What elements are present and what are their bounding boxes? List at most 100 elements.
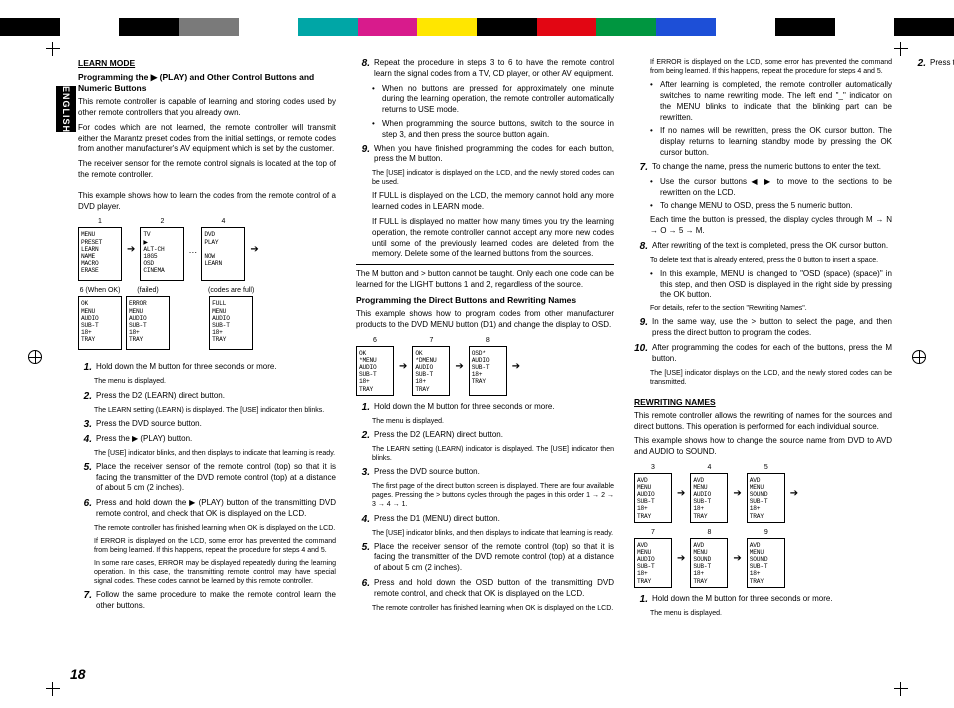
lcd-label: (codes are full) xyxy=(208,287,254,294)
step-note: The LEARN setting (LEARN) is displayed. … xyxy=(94,406,336,415)
rstep-2: 2. Press the D3 (NAME) direct button . xyxy=(912,58,954,69)
step-text: To change the name, press the numeric bu… xyxy=(652,162,892,173)
step-text: After programming the codes for each of … xyxy=(652,343,892,365)
step-note: The first page of the direct button scre… xyxy=(372,482,614,509)
arrow-icon: ➔ xyxy=(732,488,742,499)
step-text: Press and hold down the OSD button of th… xyxy=(374,578,614,600)
page-number: 18 xyxy=(70,666,86,682)
bullet: If no names will be rewritten, press the… xyxy=(650,126,892,158)
step-9: 9.When you have finished programming the… xyxy=(356,144,614,166)
arrow-icon: ➔ xyxy=(398,361,408,372)
step-number: 9. xyxy=(356,144,370,166)
step-text: Press the DVD source button. xyxy=(374,467,614,478)
lcd-screen: AVD MENU SOUND SUB-T 18+ TRAY xyxy=(747,538,785,588)
step-note: The menu is displayed. xyxy=(650,609,892,618)
dstep-6: 6.Press and hold down the OSD button of … xyxy=(356,578,614,600)
step-note: If ERROR is displayed on the LCD, some e… xyxy=(650,58,892,76)
arrow-icon: ➔ xyxy=(732,553,742,564)
lcd-row-2: 6 (When OK)OK MENU AUDIO SUB-T 18+ TRAY … xyxy=(78,287,336,350)
lcd-screen: TV ▶ ALT-CH 18G5 OSD CINEMA xyxy=(140,227,184,281)
crop-mark xyxy=(44,40,62,58)
registration-mark xyxy=(28,350,42,364)
ellipsis-icon: … xyxy=(188,245,197,255)
step-note: For details, refer to the section "Rewri… xyxy=(650,304,892,313)
step-note: The LEARN setting (LEARN) indicator is d… xyxy=(372,445,614,463)
step-number: 2. xyxy=(912,58,926,69)
bullet: When no buttons are pressed for approxim… xyxy=(372,84,614,116)
crop-mark xyxy=(892,680,910,698)
lcd-screen: MENU PRESET LEARN NAME MACRO ERASE xyxy=(78,227,122,281)
step-note: If ERROR is displayed on the LCD, some e… xyxy=(94,537,336,555)
step-number: 8. xyxy=(634,241,648,252)
step-8: 8.Repeat the procedure in steps 3 to 6 t… xyxy=(356,58,614,80)
step-number: 5. xyxy=(78,462,92,494)
step-2: 2. Press the D2 (LEARN) direct button. xyxy=(78,391,336,402)
arrow-icon: ➔ xyxy=(511,361,521,372)
step-note: The [USE] indicator blinks, and then dis… xyxy=(94,449,336,458)
step-text: Place the receiver sensor of the remote … xyxy=(96,462,336,494)
bullet: To change MENU to OSD, press the 5 numer… xyxy=(650,201,892,212)
step-note: The [USE] indicator is displayed on the … xyxy=(372,169,614,187)
lcd-row-3: 6OK *MENU AUDIO SUB-T 18+ TRAY ➔ 7OK *DM… xyxy=(356,337,614,396)
step-number: 9. xyxy=(634,317,648,339)
page-content: LEARN MODE Programming the ▶ (PLAY) and … xyxy=(78,58,892,628)
step-text: Repeat the procedure in steps 3 to 6 to … xyxy=(374,58,614,80)
heading-rewriting-names: REWRITING NAMES xyxy=(634,397,892,407)
heading-programming-play: Programming the ▶ (PLAY) and Other Contr… xyxy=(78,72,336,93)
step-number: 4. xyxy=(356,514,370,525)
arrow-icon: ➔ xyxy=(126,244,136,255)
lcd-label: 8 xyxy=(707,529,711,536)
body-text: This example shows how to change the sou… xyxy=(634,436,892,458)
body-text: Each time the button is pressed, the dis… xyxy=(650,215,892,237)
step-text: Hold down the M button for three seconds… xyxy=(652,594,892,605)
step-text: After rewriting of the text is completed… xyxy=(652,241,892,252)
dstep-7: 7.To change the name, press the numeric … xyxy=(634,162,892,173)
arrow-icon: ➔ xyxy=(454,361,464,372)
step-note: The menu is displayed. xyxy=(372,417,614,426)
lcd-label: 6 (When OK) xyxy=(80,287,121,294)
step-text: Hold down the M button for three seconds… xyxy=(374,402,614,413)
lcd-screen: AVD MENU SOUND SUB-T 18+ TRAY xyxy=(747,473,785,523)
step-number: 1. xyxy=(78,362,92,373)
lcd-label: 3 xyxy=(651,464,655,471)
step-note: The remote controller has finished learn… xyxy=(94,524,336,533)
step-note: The remote controller has finished learn… xyxy=(372,604,614,613)
lcd-row-4: 3AVD MENU AUDIO SUB-T 18+ TRAY ➔ 4AVD ME… xyxy=(634,464,892,523)
lcd-label: 9 xyxy=(764,529,768,536)
lcd-label: 8 xyxy=(486,337,490,344)
step-number: 2. xyxy=(78,391,92,402)
dstep-8: 8. After rewriting of the text is complet… xyxy=(634,241,892,252)
lcd-label: 7 xyxy=(651,529,655,536)
lcd-label: 2 xyxy=(160,218,164,225)
step-note: In some rare cases, ERROR may be display… xyxy=(94,559,336,586)
heading-learn-mode: LEARN MODE xyxy=(78,58,336,68)
step-7: 7.Follow the same procedure to make the … xyxy=(78,590,336,612)
dstep-3: 3. Press the DVD source button. xyxy=(356,467,614,478)
lcd-row-1: 1 MENU PRESET LEARN NAME MACRO ERASE ➔ 2 T… xyxy=(78,218,336,281)
step-number: 3. xyxy=(356,467,370,478)
step-1: 1.Hold down the M button for three secon… xyxy=(78,362,336,373)
step-number: 2. xyxy=(356,430,370,441)
step-4: 4.Press the ▶ (PLAY) button. xyxy=(78,434,336,445)
step-text: When you have finished programming the c… xyxy=(374,144,614,166)
step-number: 8. xyxy=(356,58,370,80)
body-text: This remote controller is capable of lea… xyxy=(78,97,336,119)
bullet-text: If no names will be rewritten, press the… xyxy=(660,126,892,158)
step-text: Place the receiver sensor of the remote … xyxy=(374,542,614,574)
lcd-label: 5 xyxy=(764,464,768,471)
lcd-screen: DVD PLAY NOW LEARN xyxy=(201,227,245,281)
bullet: Use the cursor buttons ◀ ▶ to move to th… xyxy=(650,177,892,199)
lcd-screen: OK *MENU AUDIO SUB-T 18+ TRAY xyxy=(356,346,394,396)
step-note: The [USE] indicator blinks, and then dis… xyxy=(372,529,614,538)
dstep-9: 9.In the same way, use the > button to s… xyxy=(634,317,892,339)
step-text: Press the D3 (NAME) direct button . xyxy=(930,58,954,69)
lcd-label: 6 xyxy=(373,337,377,344)
arrow-icon: ➔ xyxy=(676,553,686,564)
arrow-icon: ➔ xyxy=(676,488,686,499)
lcd-screen: AVD MENU AUDIO SUB-T 18+ TRAY xyxy=(690,473,728,523)
lcd-label: 1 xyxy=(98,218,102,225)
step-note: The [USE] indicator displays on the LCD,… xyxy=(650,369,892,387)
step-text: Press the D2 (LEARN) direct button. xyxy=(96,391,336,402)
step-text: Press the D2 (LEARN) direct button. xyxy=(374,430,614,441)
registration-mark xyxy=(912,350,926,364)
